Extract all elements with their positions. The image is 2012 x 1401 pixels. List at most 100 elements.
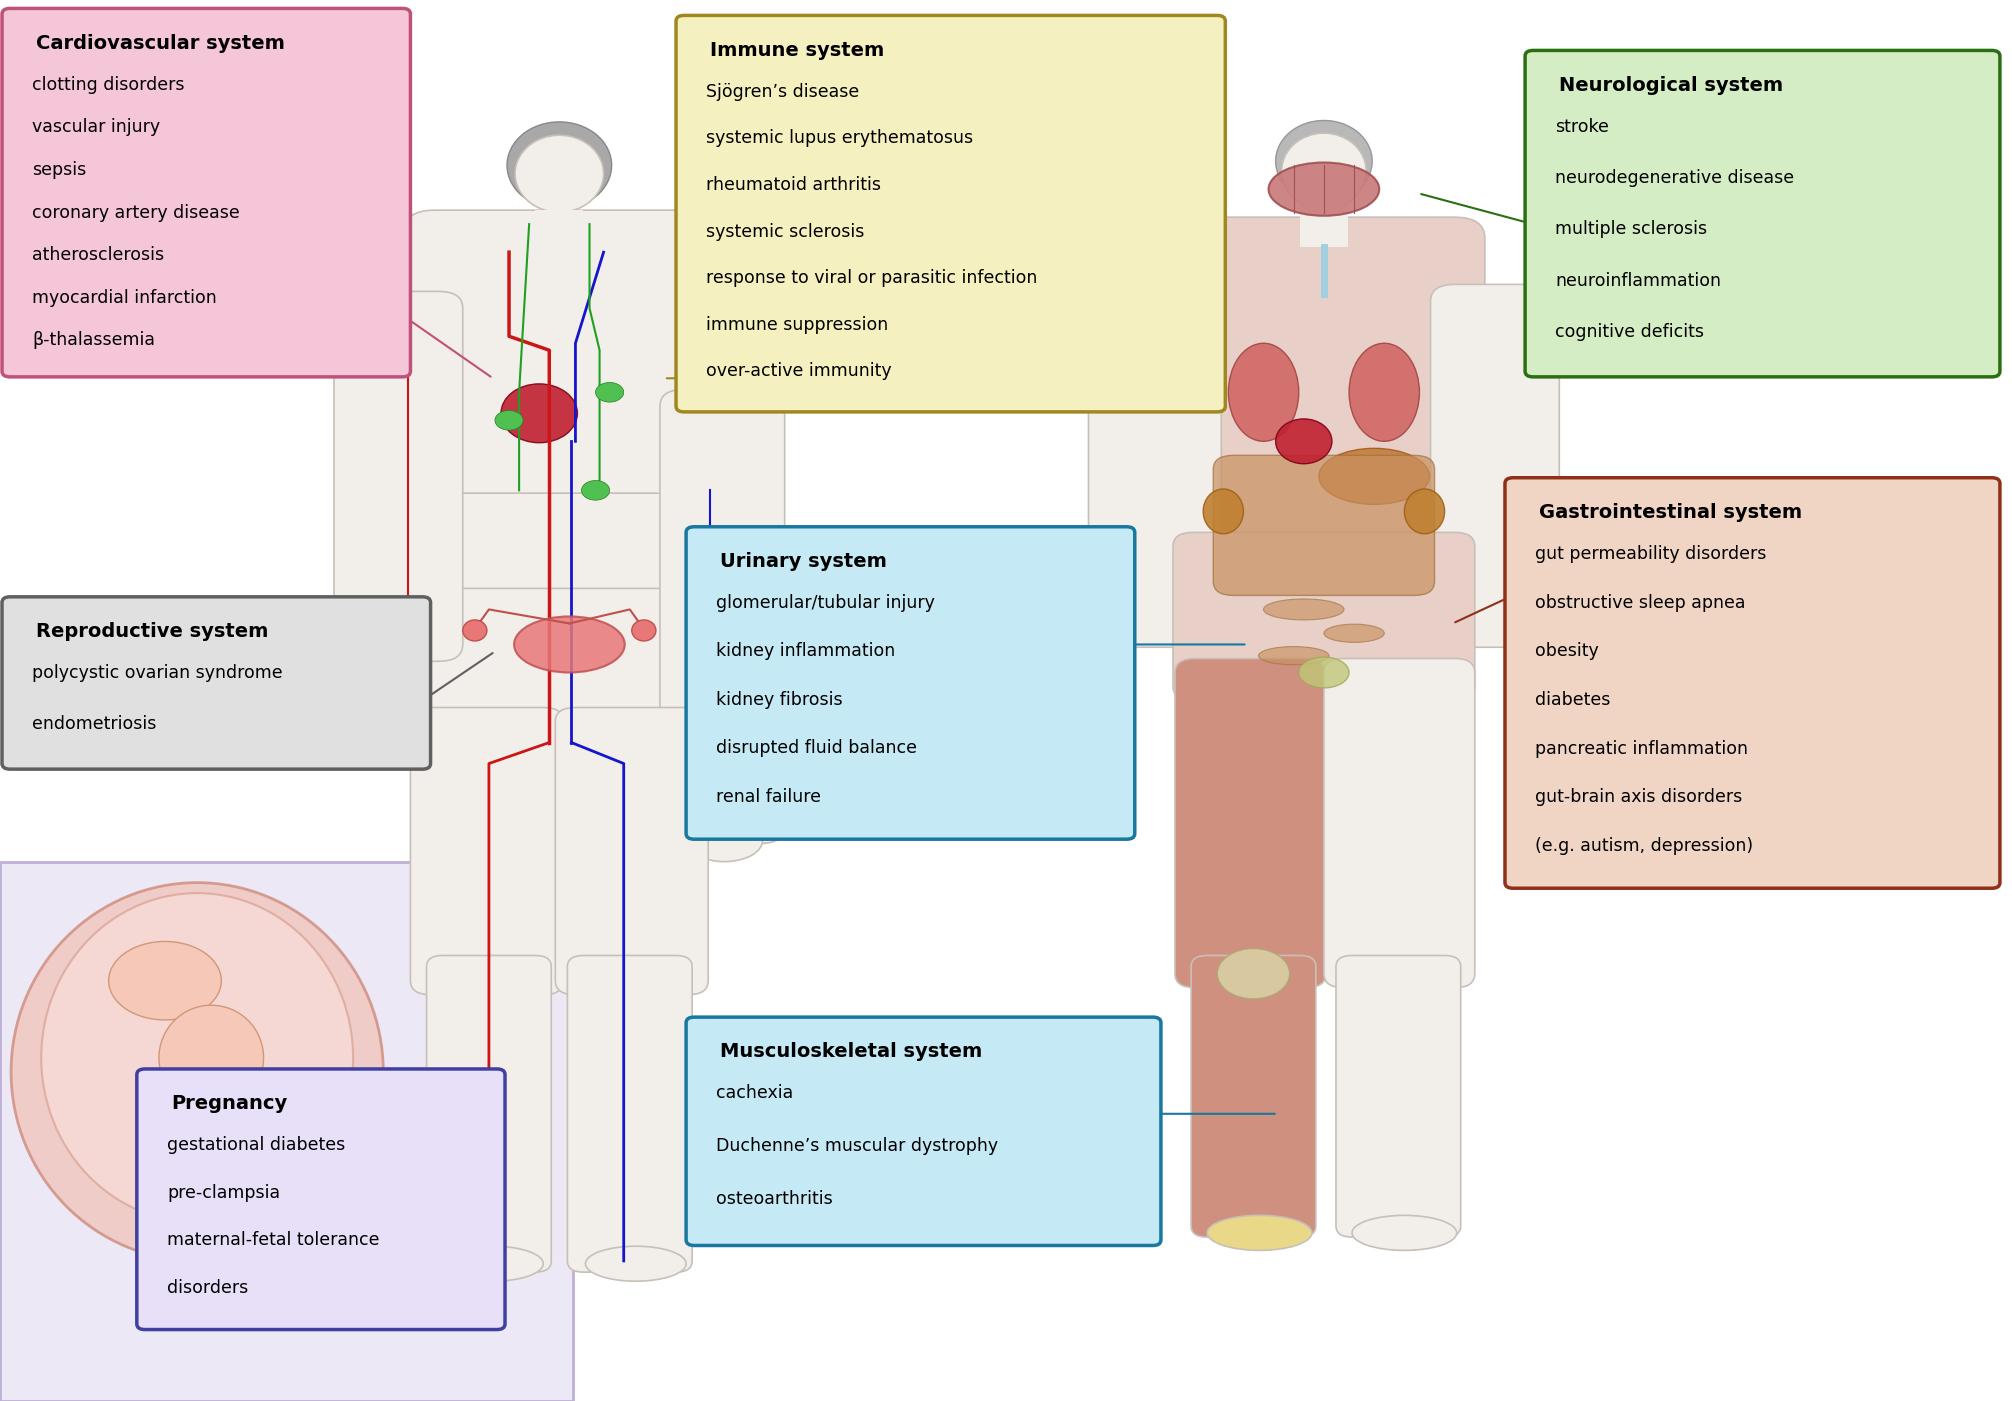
Text: cognitive deficits: cognitive deficits — [1555, 322, 1704, 340]
Text: Reproductive system: Reproductive system — [36, 622, 268, 642]
Text: kidney fibrosis: kidney fibrosis — [716, 691, 843, 709]
Text: Pregnancy: Pregnancy — [171, 1094, 288, 1114]
Ellipse shape — [585, 1247, 686, 1282]
FancyBboxPatch shape — [447, 493, 672, 635]
FancyBboxPatch shape — [2, 597, 431, 769]
FancyBboxPatch shape — [1173, 532, 1475, 700]
FancyBboxPatch shape — [1175, 658, 1326, 988]
Text: kidney inflammation: kidney inflammation — [716, 643, 895, 660]
Text: systemic lupus erythematosus: systemic lupus erythematosus — [706, 129, 974, 147]
Ellipse shape — [1276, 120, 1372, 202]
FancyBboxPatch shape — [660, 389, 785, 843]
FancyBboxPatch shape — [2, 8, 410, 377]
Ellipse shape — [159, 1006, 264, 1110]
FancyBboxPatch shape — [555, 708, 708, 995]
Ellipse shape — [1352, 1216, 1457, 1250]
FancyBboxPatch shape — [334, 291, 463, 661]
Text: myocardial infarction: myocardial infarction — [32, 289, 217, 307]
FancyBboxPatch shape — [1191, 955, 1316, 1237]
Text: Sjögren’s disease: Sjögren’s disease — [706, 83, 859, 101]
Ellipse shape — [515, 616, 624, 672]
Ellipse shape — [1298, 657, 1348, 688]
Circle shape — [495, 410, 523, 430]
Text: rheumatoid arthritis: rheumatoid arthritis — [706, 177, 881, 193]
Text: multiple sclerosis: multiple sclerosis — [1555, 220, 1708, 238]
Ellipse shape — [686, 820, 763, 862]
FancyBboxPatch shape — [404, 210, 714, 539]
Text: stroke: stroke — [1555, 118, 1610, 136]
Text: sepsis: sepsis — [32, 161, 87, 179]
Text: obesity: obesity — [1535, 642, 1600, 660]
FancyBboxPatch shape — [686, 527, 1135, 839]
Ellipse shape — [12, 883, 382, 1261]
Text: disorders: disorders — [167, 1279, 247, 1297]
Ellipse shape — [1264, 600, 1344, 621]
Ellipse shape — [501, 384, 577, 443]
Circle shape — [581, 481, 610, 500]
Ellipse shape — [443, 1247, 543, 1282]
FancyBboxPatch shape — [408, 588, 710, 757]
FancyBboxPatch shape — [1088, 284, 1221, 647]
FancyBboxPatch shape — [1336, 955, 1461, 1237]
Text: renal failure: renal failure — [716, 787, 821, 806]
Text: systemic sclerosis: systemic sclerosis — [706, 223, 865, 241]
Text: glomerular/tubular injury: glomerular/tubular injury — [716, 594, 936, 612]
Text: clotting disorders: clotting disorders — [32, 76, 185, 94]
Text: Urinary system: Urinary system — [720, 552, 887, 572]
Ellipse shape — [42, 894, 354, 1222]
Text: maternal-fetal tolerance: maternal-fetal tolerance — [167, 1231, 380, 1250]
FancyBboxPatch shape — [137, 1069, 505, 1330]
FancyBboxPatch shape — [410, 708, 563, 995]
FancyBboxPatch shape — [676, 15, 1225, 412]
Text: Gastrointestinal system: Gastrointestinal system — [1539, 503, 1803, 523]
FancyBboxPatch shape — [0, 862, 573, 1401]
Ellipse shape — [1320, 448, 1429, 504]
Text: cachexia: cachexia — [716, 1084, 793, 1103]
FancyBboxPatch shape — [1163, 217, 1485, 581]
Ellipse shape — [1282, 133, 1366, 209]
FancyBboxPatch shape — [567, 955, 692, 1272]
Ellipse shape — [1203, 489, 1243, 534]
Circle shape — [596, 382, 624, 402]
FancyBboxPatch shape — [686, 1017, 1161, 1245]
Text: Immune system: Immune system — [710, 41, 885, 60]
Text: immune suppression: immune suppression — [706, 315, 889, 333]
FancyBboxPatch shape — [1300, 205, 1348, 247]
FancyBboxPatch shape — [535, 210, 583, 252]
Ellipse shape — [1227, 343, 1300, 441]
Text: obstructive sleep apnea: obstructive sleep apnea — [1535, 594, 1746, 612]
Text: Duchenne’s muscular dystrophy: Duchenne’s muscular dystrophy — [716, 1138, 998, 1156]
Text: response to viral or parasitic infection: response to viral or parasitic infection — [706, 269, 1038, 287]
Text: β-thalassemia: β-thalassemia — [32, 332, 155, 349]
FancyBboxPatch shape — [1324, 658, 1475, 988]
Ellipse shape — [515, 136, 604, 213]
Ellipse shape — [1207, 1216, 1312, 1250]
Text: gut permeability disorders: gut permeability disorders — [1535, 545, 1767, 563]
Text: vascular injury: vascular injury — [32, 118, 161, 136]
Text: pancreatic inflammation: pancreatic inflammation — [1535, 740, 1748, 758]
Text: pre-clampsia: pre-clampsia — [167, 1184, 280, 1202]
Text: over-active immunity: over-active immunity — [706, 363, 891, 381]
FancyBboxPatch shape — [427, 955, 551, 1272]
FancyBboxPatch shape — [1505, 478, 2000, 888]
Circle shape — [1217, 948, 1290, 999]
Text: endometriosis: endometriosis — [32, 715, 157, 733]
Ellipse shape — [1348, 343, 1420, 441]
Ellipse shape — [507, 122, 612, 209]
Ellipse shape — [1404, 489, 1445, 534]
Text: Neurological system: Neurological system — [1559, 76, 1783, 95]
Ellipse shape — [632, 619, 656, 642]
FancyBboxPatch shape — [1431, 284, 1559, 647]
Text: gut-brain axis disorders: gut-brain axis disorders — [1535, 789, 1742, 806]
Ellipse shape — [1276, 419, 1332, 464]
Ellipse shape — [1268, 163, 1378, 216]
Ellipse shape — [221, 1191, 342, 1247]
Ellipse shape — [1324, 625, 1384, 642]
Ellipse shape — [1260, 647, 1328, 665]
Circle shape — [109, 941, 221, 1020]
Text: neurodegenerative disease: neurodegenerative disease — [1555, 170, 1795, 186]
Ellipse shape — [463, 619, 487, 642]
Text: (e.g. autism, depression): (e.g. autism, depression) — [1535, 836, 1752, 855]
Text: atherosclerosis: atherosclerosis — [32, 247, 165, 265]
FancyBboxPatch shape — [1213, 455, 1435, 595]
